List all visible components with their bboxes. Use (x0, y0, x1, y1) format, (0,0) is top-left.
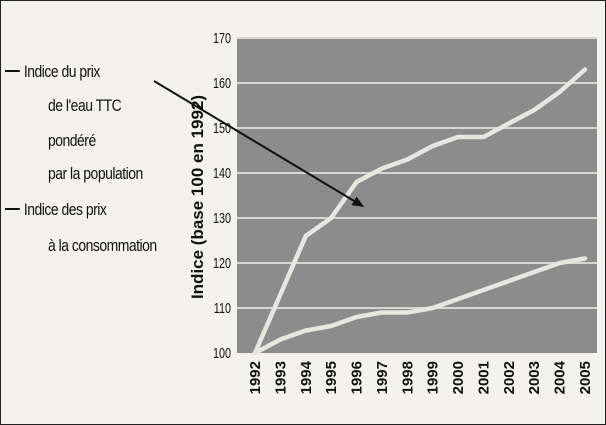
series-2-point-1997 (380, 310, 384, 315)
x-tick-label-2005: 2005 (577, 361, 594, 394)
y-tick-label-130: 130 (213, 209, 231, 226)
series-2-point-2004 (558, 261, 562, 265)
series-1-point-2004 (558, 90, 562, 94)
series-1-point-1995 (329, 216, 333, 220)
annotation-arrow (153, 80, 365, 208)
x-tick-label-2004: 2004 (552, 360, 569, 394)
legend-series-1-line-2: de l'eau TTC (48, 96, 122, 115)
series-2-point-2000 (456, 297, 460, 301)
series-2-point-1999 (431, 306, 435, 310)
series-line-2 (252, 256, 588, 356)
series-2-point-1995 (329, 324, 333, 328)
legend-series-2-line-1: Indice des prix (5, 200, 107, 219)
series-1-point-1993 (278, 292, 282, 297)
series-1-point-1997 (380, 166, 384, 171)
series-1-point-1999 (431, 144, 435, 148)
x-tick-label-1996: 1996 (349, 361, 366, 394)
series-1-point-2005 (583, 67, 587, 72)
y-tick-label-120: 120 (213, 254, 231, 271)
x-tick-label-1999: 1999 (425, 361, 442, 394)
series-2-point-1996 (354, 315, 359, 319)
series-1-point-2002 (507, 121, 511, 126)
legend-series-1-line-1: Indice du prix (5, 63, 100, 80)
y-tick-label-100: 100 (213, 344, 231, 361)
y-axis-title: Indice (base 100 en 1992) (188, 95, 207, 299)
series-line-1 (252, 67, 588, 356)
legend-swatch-series-1 (5, 69, 20, 72)
legend-series-1-line-3: pondéré (48, 131, 96, 150)
series-2-point-2001 (481, 288, 486, 292)
x-tick-label-1998: 1998 (399, 361, 416, 394)
series-2-point-1998 (405, 310, 409, 315)
x-tick-label-1995: 1995 (323, 361, 340, 394)
x-tick-label-2000: 2000 (450, 361, 467, 394)
x-tick-label-1992: 1992 (247, 361, 264, 394)
y-tick-label-170: 170 (213, 29, 231, 46)
legend-series-2-line-2: à la consommation (48, 236, 157, 255)
y-tick-label-160: 160 (213, 74, 231, 91)
series-1-point-1998 (405, 157, 409, 162)
x-tick-label-1994: 1994 (298, 360, 315, 394)
series-1-point-2000 (456, 135, 460, 139)
legend-series-2-text-1: Indice des prix (23, 200, 107, 219)
series-2-point-1993 (278, 337, 282, 342)
series-1-point-2001 (481, 135, 486, 139)
legend-series-1-text-1: Indice du prix (23, 62, 101, 81)
x-tick-label-1997: 1997 (374, 361, 391, 394)
series-1-point-1994 (304, 234, 308, 238)
series-1-point-2003 (532, 108, 536, 112)
series-2-point-2005 (583, 256, 587, 261)
x-tick-label-1993: 1993 (272, 361, 289, 394)
x-tick-label-2001: 2001 (475, 361, 492, 394)
series-2-point-1994 (304, 328, 308, 333)
x-tick-label-2002: 2002 (501, 361, 518, 394)
x-tick-label-2003: 2003 (526, 361, 543, 394)
legend-series-1-line-4: par la population (48, 164, 143, 183)
y-tick-label-140: 140 (213, 164, 231, 181)
plot-area (237, 38, 597, 353)
series-1-point-1996 (354, 180, 359, 184)
series-2-point-2002 (507, 279, 511, 283)
y-tick-label-110: 110 (214, 299, 231, 316)
legend-swatch-series-2 (5, 207, 20, 210)
series-2-point-2003 (532, 270, 536, 274)
series-2-point-1992 (253, 351, 257, 355)
